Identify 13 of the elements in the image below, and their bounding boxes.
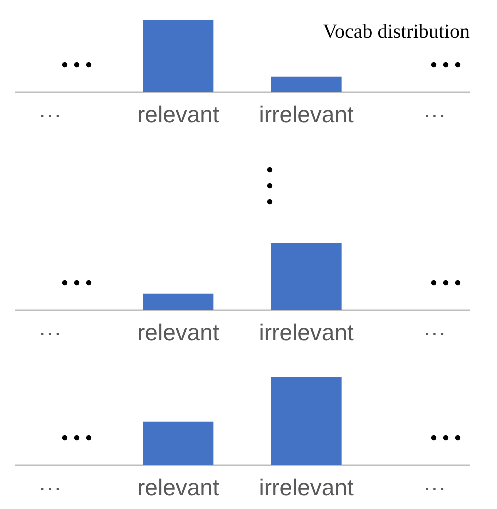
x-tick-label: ··· — [423, 320, 446, 346]
x-tick-label: ··· — [38, 474, 62, 500]
x-tick-label: ··· — [423, 474, 446, 500]
x-tick-label: ··· — [38, 102, 62, 128]
x-tick-label: relevant — [138, 320, 220, 346]
chart-title: Vocab distribution — [323, 21, 470, 43]
x-tick-label: irrelevant — [259, 474, 354, 500]
x-tick-label: ··· — [423, 102, 446, 128]
x-tick-label: irrelevant — [259, 102, 354, 128]
x-tick-label: irrelevant — [259, 320, 354, 346]
x-tick-label: relevant — [138, 474, 220, 500]
x-tick-label: relevant — [138, 102, 220, 128]
x-tick-label: ··· — [38, 320, 62, 346]
